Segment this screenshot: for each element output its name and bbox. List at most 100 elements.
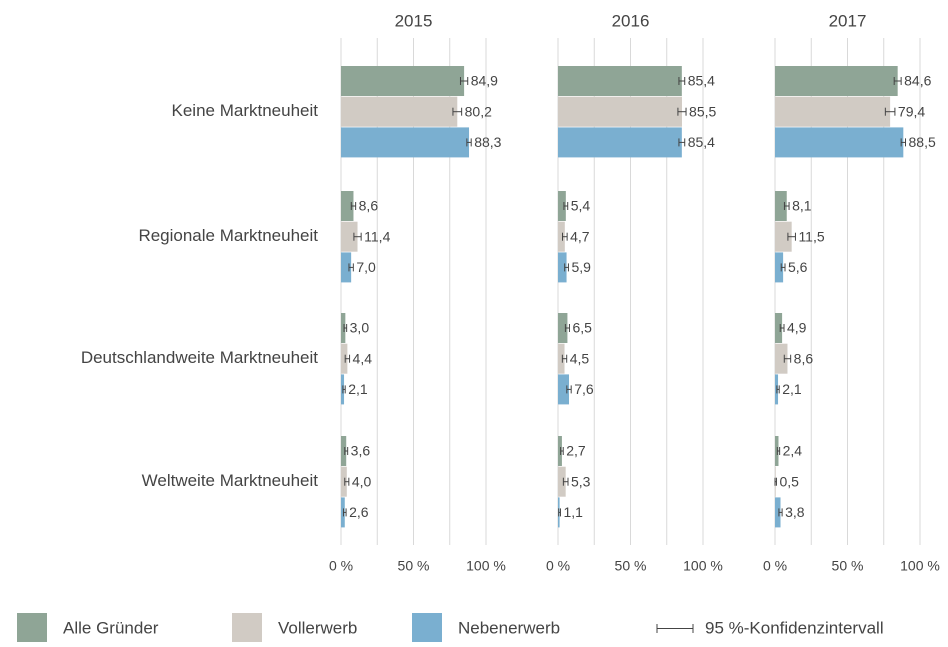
x-tick-label: 50 % [398, 558, 430, 574]
bar [341, 66, 465, 96]
value-label: 2,7 [566, 443, 586, 459]
error-bar [344, 447, 349, 455]
bar [558, 466, 566, 497]
value-label: 3,6 [351, 443, 371, 459]
error-bar [780, 263, 786, 272]
value-label: 4,5 [570, 350, 590, 366]
error-bar [884, 107, 896, 116]
bar [775, 343, 788, 374]
legend-swatch [17, 613, 47, 642]
error-bar [561, 354, 568, 363]
legend-swatch [412, 613, 442, 642]
error-bar [776, 447, 781, 455]
x-tick-label: 0 % [329, 558, 353, 574]
bar [558, 343, 565, 374]
error-bar [459, 77, 469, 85]
error-bar [677, 107, 687, 116]
bar [558, 66, 682, 96]
error-bar [678, 77, 686, 85]
value-label: 5,4 [571, 198, 591, 214]
x-tick-label: 0 % [763, 558, 787, 574]
value-label: 85,4 [688, 73, 715, 89]
value-label: 2,4 [783, 443, 803, 459]
value-label: 4,9 [787, 320, 807, 336]
error-bar [783, 202, 790, 210]
value-label: 85,4 [688, 134, 715, 150]
bar [558, 252, 567, 283]
error-bar [350, 202, 357, 210]
x-tick-label: 100 % [683, 558, 723, 574]
x-tick-label: 0 % [546, 558, 570, 574]
error-bar [564, 324, 570, 332]
category-label: Regionale Marktneuheit [138, 226, 318, 245]
bar [341, 252, 352, 283]
x-tick-label: 100 % [900, 558, 940, 574]
bar [558, 221, 565, 252]
legend-label: 95 %-Konfidenzintervall [705, 618, 884, 637]
category-label: Keine Marktneuheit [172, 101, 319, 120]
error-bar [893, 77, 902, 85]
bar [341, 96, 458, 127]
panel-title: 2017 [829, 11, 867, 30]
bar [775, 96, 891, 127]
error-bar [452, 107, 463, 116]
error-bar [466, 138, 472, 147]
bar [558, 191, 566, 221]
error-bar [343, 324, 348, 332]
error-bar [342, 385, 346, 394]
bar [775, 497, 781, 528]
bar [341, 436, 347, 466]
value-label: 2,1 [782, 381, 802, 397]
value-label: 88,3 [474, 134, 501, 150]
error-bar [353, 232, 362, 241]
error-bar [560, 447, 564, 455]
error-bar [566, 385, 572, 394]
legend-label: Vollerwerb [278, 618, 357, 637]
value-label: 3,8 [785, 504, 805, 520]
category-label: Deutschlandweite Marktneuheit [81, 348, 318, 367]
error-bar [779, 324, 785, 332]
x-tick-label: 50 % [832, 558, 864, 574]
value-label: 5,3 [571, 473, 591, 489]
bar [341, 191, 354, 221]
value-label: 2,6 [349, 504, 369, 520]
error-bar [563, 202, 569, 210]
bar [775, 221, 792, 252]
bar [341, 127, 470, 158]
value-label: 1,1 [563, 504, 583, 520]
value-label: 11,5 [798, 228, 824, 244]
bar [558, 96, 682, 127]
bar [341, 497, 345, 528]
error-bar [787, 232, 796, 241]
error-bar [561, 232, 568, 241]
value-label: 4,7 [570, 228, 590, 244]
legend-swatch [232, 613, 262, 642]
value-label: 7,6 [574, 381, 594, 397]
legend-label: Nebenerwerb [458, 618, 560, 637]
value-label: 4,0 [352, 473, 372, 489]
error-bar [344, 477, 350, 486]
panel-title: 2015 [395, 11, 433, 30]
panel-title: 2016 [612, 11, 650, 30]
value-label: 3,0 [350, 320, 370, 336]
value-label: 8,6 [794, 350, 814, 366]
value-label: 5,9 [571, 259, 591, 275]
error-bar [776, 385, 780, 394]
bar [775, 252, 784, 283]
bar [558, 374, 570, 405]
value-label: 0,5 [779, 473, 799, 489]
bar [341, 343, 348, 374]
error-bar [783, 354, 792, 363]
value-label: 85,5 [689, 103, 716, 119]
bar [558, 436, 562, 466]
bar [775, 127, 904, 158]
value-label: 11,4 [364, 228, 390, 244]
error-bar [778, 508, 783, 517]
legend-error-icon [656, 624, 694, 633]
value-label: 8,1 [792, 198, 812, 214]
bar [775, 313, 783, 343]
error-bar [344, 354, 351, 363]
value-label: 80,2 [465, 103, 492, 119]
value-label: 5,6 [788, 259, 808, 275]
